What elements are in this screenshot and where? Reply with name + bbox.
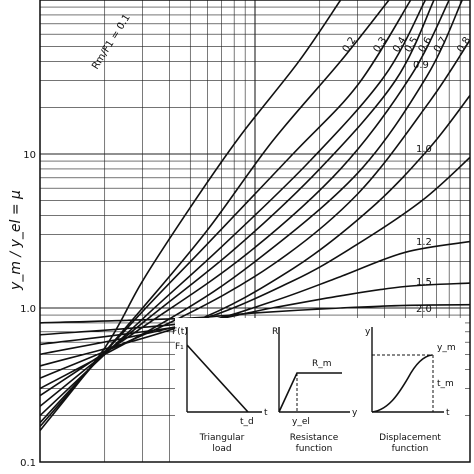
series-label: 1.0 xyxy=(416,144,432,155)
disp-curve xyxy=(371,354,433,413)
series-label: 0.2 xyxy=(341,35,359,54)
series-label: 0.3 xyxy=(372,35,390,54)
inset-background xyxy=(175,318,465,470)
res-caption-2: function xyxy=(296,444,333,454)
res-yel-label: y_el xyxy=(292,417,310,427)
series-label: 2.0 xyxy=(416,304,432,315)
res-caption-1: Resistance xyxy=(290,433,339,443)
disp-ym-label: y_m xyxy=(437,343,456,353)
res-y-label: R xyxy=(272,327,278,337)
disp-caption-2: function xyxy=(392,444,429,454)
inset-resistance-function: R R_m y_el y Resistance function xyxy=(272,327,358,454)
series-label: 1.2 xyxy=(416,237,432,248)
inset-displacement-function: y y_m t_m t Displacement function xyxy=(365,327,456,454)
y-axis-label: y_m / y_el = μ xyxy=(8,190,24,291)
y-tick-label: 10 xyxy=(23,150,36,161)
series-line-1-5 xyxy=(40,282,470,336)
series-line-2-0 xyxy=(40,303,470,324)
y-tick-label: 0.1 xyxy=(20,458,36,469)
inset-triangular-load: F(t) F₁ t_d t Triangular load xyxy=(172,327,268,454)
tri-caption-1: Triangular xyxy=(199,433,245,443)
series-label: 1.5 xyxy=(416,277,432,288)
series-line-0-9 xyxy=(40,94,470,367)
series-line-0-2 xyxy=(40,0,390,428)
series-line-1-2 xyxy=(40,240,470,346)
series-line-1-0 xyxy=(40,156,470,356)
res-y-axis-label: y xyxy=(352,408,358,418)
res-rm-label: R_m xyxy=(312,359,332,369)
tri-caption-2: load xyxy=(212,444,231,454)
plot-frame xyxy=(39,0,471,463)
disp-t-label: t xyxy=(446,408,450,418)
tri-load-line xyxy=(186,344,249,413)
disp-caption-1: Displacement xyxy=(379,433,441,443)
series-label: 0.7 xyxy=(432,35,450,54)
disp-y-label: y xyxy=(365,327,371,337)
tri-t-label: t xyxy=(264,408,268,418)
tri-f1-label: F₁ xyxy=(175,342,184,352)
y-tick-label: 1.0 xyxy=(20,304,36,315)
series-line-0-3 xyxy=(40,0,412,424)
tri-td-label: t_d xyxy=(240,417,254,427)
series-label: 0.9 xyxy=(413,60,429,71)
y-ticks: 0.1 1.0 10 xyxy=(20,150,36,469)
disp-tm-label: t_m xyxy=(437,379,454,389)
tri-y-label: F(t) xyxy=(172,327,188,337)
series-label: Rm/F1 = 0.1 xyxy=(90,12,133,71)
curves xyxy=(40,0,470,432)
insets: F(t) F₁ t_d t Triangular load R R_m y_el… xyxy=(172,318,465,470)
